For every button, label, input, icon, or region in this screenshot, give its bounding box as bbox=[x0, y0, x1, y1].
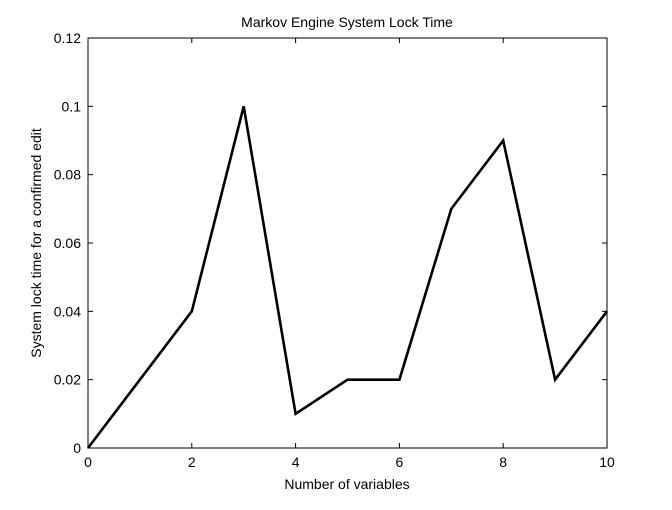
x-tick-label: 6 bbox=[396, 454, 404, 470]
x-tick-label: 8 bbox=[499, 454, 507, 470]
x-tick-label: 10 bbox=[599, 454, 615, 470]
x-tick-label: 0 bbox=[84, 454, 92, 470]
y-tick-label: 0.12 bbox=[54, 30, 81, 46]
y-tick-label: 0.06 bbox=[54, 235, 81, 251]
chart-title: Markov Engine System Lock Time bbox=[241, 14, 453, 30]
y-tick-label: 0.08 bbox=[54, 167, 81, 183]
y-axis-label: System lock time for a confirmed edit bbox=[28, 128, 44, 358]
axes-frame bbox=[88, 38, 607, 448]
x-tick-label: 2 bbox=[188, 454, 196, 470]
y-tick-label: 0.1 bbox=[62, 98, 82, 114]
y-tick-label: 0.02 bbox=[54, 372, 81, 388]
plot-area-frame bbox=[88, 38, 607, 448]
y-tick-label: 0 bbox=[73, 440, 81, 456]
x-tick-label: 4 bbox=[292, 454, 300, 470]
x-axis-label: Number of variables bbox=[284, 476, 409, 492]
y-tick-label: 0.04 bbox=[54, 303, 81, 319]
